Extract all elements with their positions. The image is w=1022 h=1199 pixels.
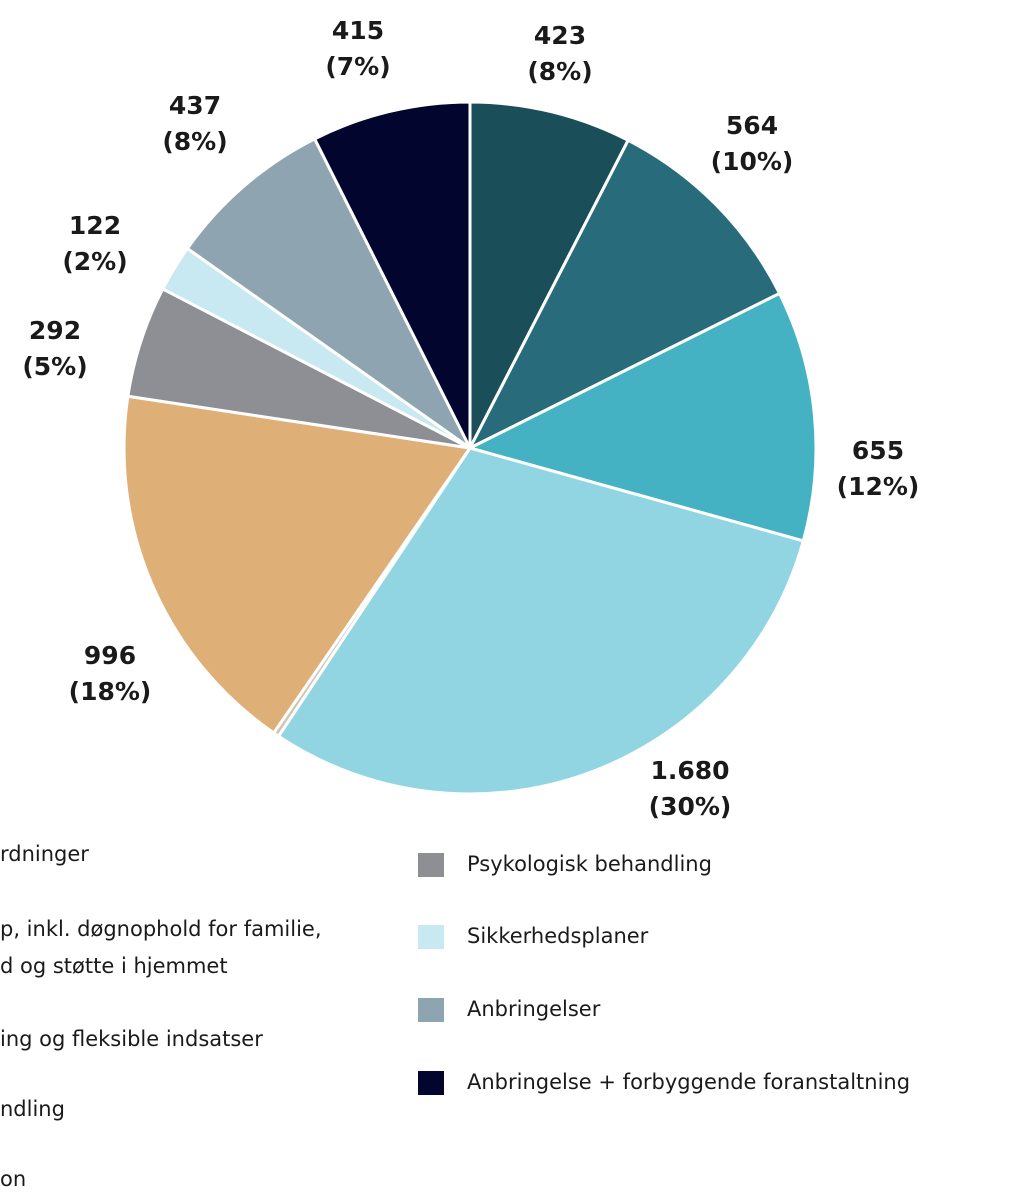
percentage-label: (5%) [22,352,87,381]
legend-label: ing og fleksible indsatser [0,1027,263,1051]
pie-slice [312,100,472,449]
pie-slice [122,394,473,736]
legend-label: p, inkl. døgnophold for familie, d og stø… [0,917,322,978]
percentage-label: (18%) [69,677,152,706]
data-label: 292 [29,316,81,345]
percentage-label: (2%) [62,247,127,276]
data-label: 423 [534,21,586,50]
percentage-label: (8%) [527,57,592,86]
legend-label: rdninger [0,842,89,866]
data-label: 1.680 [650,756,729,785]
legend-swatch [418,1071,444,1095]
legend-label: Anbringelse + forbyggende foranstaltning [467,1070,910,1094]
legend-label: Anbringelser [467,997,601,1021]
data-label: 996 [84,641,136,670]
percentage-label: (7%) [325,52,390,81]
percentage-label: (8%) [162,127,227,156]
data-label: 437 [169,91,221,120]
data-label: 655 [852,436,904,465]
pie-slice [276,446,806,796]
pie-slice [466,138,782,452]
percentage-label: (10%) [711,147,794,176]
percentage-label: (30%) [649,792,732,821]
pie-slice [185,136,472,450]
legend-label: Sikkerhedsplaner [467,924,649,948]
pie-slice [465,291,818,543]
percentage-label: (12%) [837,472,920,501]
legend-label: ndling [0,1097,65,1121]
legend-label: Psykologisk behandling [467,852,712,876]
legend-swatch [418,998,444,1022]
data-label: 122 [69,211,121,240]
legend-swatch [418,853,444,877]
data-label: 564 [726,111,778,140]
legend-swatch [418,925,444,949]
data-label: 415 [332,16,384,45]
legend-label: on [0,1167,26,1191]
pie-slice [468,100,631,449]
